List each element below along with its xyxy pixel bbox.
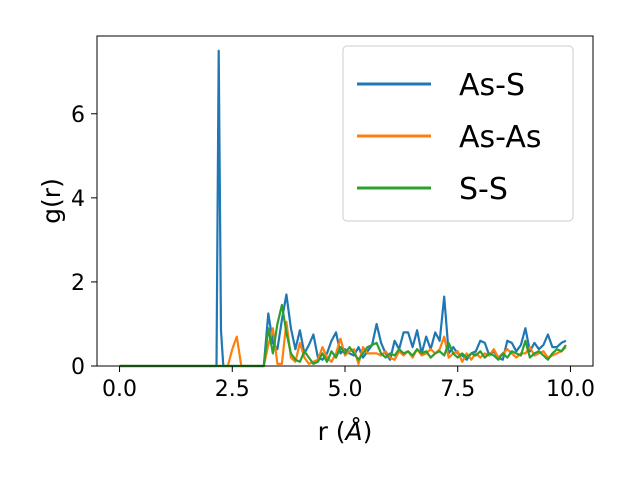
y-tick-label: 0 — [71, 355, 85, 380]
legend-label-s-s: S-S — [459, 172, 508, 207]
legend-label-as-as: As-As — [459, 120, 541, 155]
x-tick-label: 2.5 — [215, 377, 250, 402]
series-line-s-s — [119, 303, 567, 368]
y-tick-label: 6 — [71, 103, 85, 128]
x-axis: 0.0 2.5 5.0 7.5 10.0 — [102, 366, 595, 402]
y-axis-label: g(r) — [37, 178, 66, 224]
x-tick-label: 0.0 — [102, 377, 137, 402]
x-tick-label: 5.0 — [328, 377, 363, 402]
x-tick-label: 7.5 — [440, 377, 475, 402]
legend-label-as-s: As-S — [459, 68, 525, 103]
y-tick-label: 2 — [71, 271, 85, 296]
x-tick-label: 10.0 — [546, 377, 595, 402]
legend-box — [342, 45, 574, 222]
x-axis-label: r (Å) — [318, 417, 373, 446]
y-axis: 0 2 4 6 — [71, 103, 97, 380]
legend: As-S As-As S-S — [342, 45, 574, 222]
legend-entries: As-S As-As S-S — [357, 68, 541, 207]
y-tick-label: 4 — [71, 187, 85, 212]
